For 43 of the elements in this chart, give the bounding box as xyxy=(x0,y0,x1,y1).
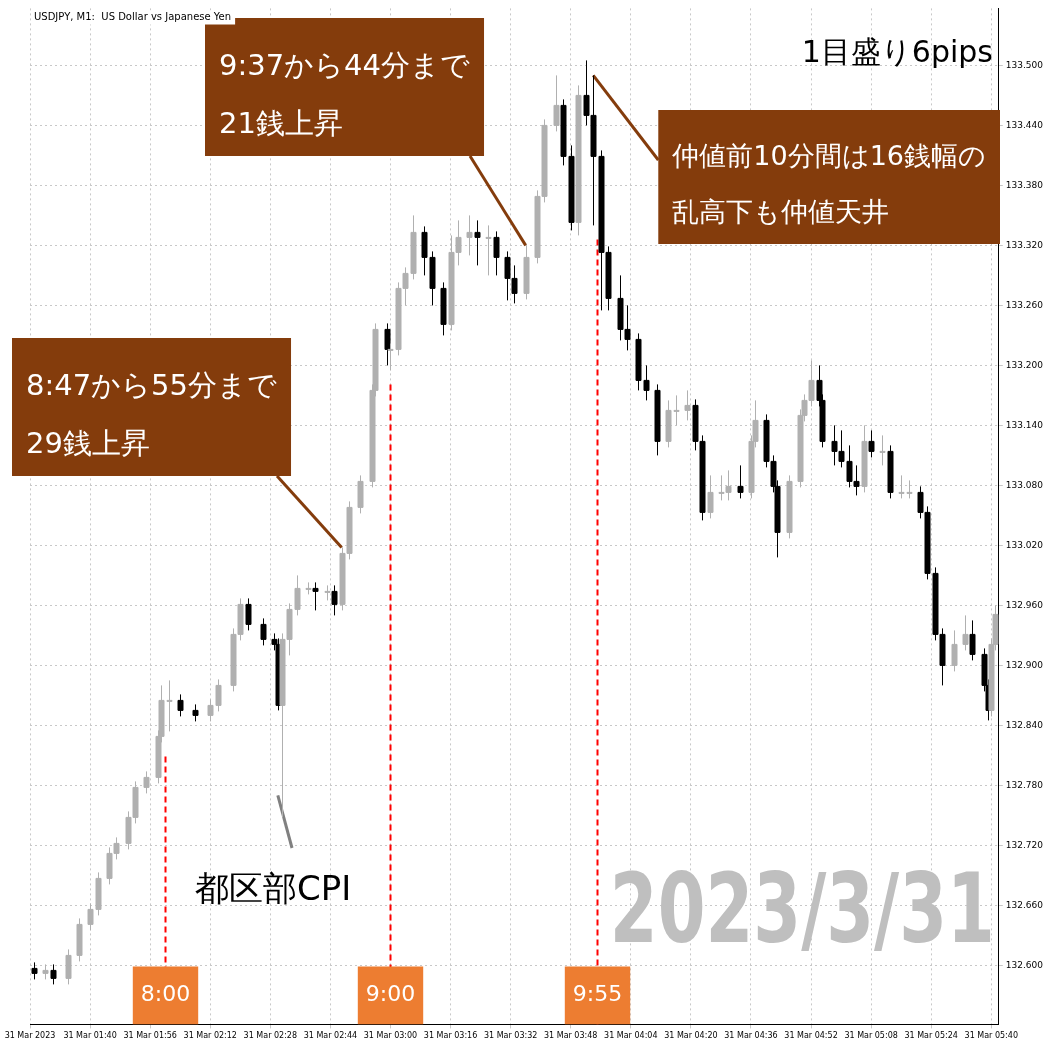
x-tick-label: 31 Mar 05:24 xyxy=(904,1031,958,1041)
x-tick-label: 31 Mar 04:52 xyxy=(784,1031,838,1041)
annotation: 1目盛り6pips xyxy=(801,34,993,69)
x-tick-label: 31 Mar 03:00 xyxy=(363,1031,418,1041)
x-tick-label: 31 Mar 02:44 xyxy=(303,1031,358,1041)
annotation: 9:37から44分まで21銭上昇 xyxy=(219,48,471,140)
y-tick-label: 132.900 xyxy=(1005,659,1044,670)
y-tick-label: 132.960 xyxy=(1005,599,1044,610)
y-tick-label: 133.140 xyxy=(1005,419,1044,430)
chart-title: USDJPY, M1: US Dollar vs Japanese Yen xyxy=(34,10,232,22)
y-tick-label: 133.320 xyxy=(1005,239,1044,250)
x-tick-label: 31 Mar 01:40 xyxy=(63,1031,117,1041)
y-tick-label: 133.380 xyxy=(1005,179,1044,190)
y-tick-label: 132.780 xyxy=(1005,779,1044,790)
y-tick-label: 133.440 xyxy=(1005,119,1044,130)
x-tick-label: 31 Mar 03:32 xyxy=(483,1031,538,1041)
y-tick-label: 133.500 xyxy=(1005,59,1044,70)
x-tick-label: 31 Mar 04:04 xyxy=(604,1031,658,1041)
x-tick-label: 31 Mar 05:40 xyxy=(964,1031,1018,1041)
y-tick-label: 133.080 xyxy=(1005,479,1044,490)
ref-line-label: 8:00 xyxy=(140,981,191,1007)
x-tick-label: 31 Mar 02:12 xyxy=(183,1031,237,1041)
annotation: 8:47から55分まで29銭上昇 xyxy=(26,368,278,460)
x-tick-label: 31 Mar 2023 xyxy=(4,1031,56,1041)
y-tick-label: 133.200 xyxy=(1005,359,1044,370)
annotation: 都区部CPI xyxy=(195,868,352,908)
x-tick-label: 31 Mar 02:28 xyxy=(243,1031,298,1041)
x-tick-label: 31 Mar 04:36 xyxy=(724,1031,778,1041)
y-tick-label: 133.020 xyxy=(1005,539,1044,550)
annotation: 2023/3/31 xyxy=(609,853,995,965)
annotation: 仲値前10分間は16銭幅の乱高下も仲値天井 xyxy=(672,140,987,227)
y-tick-label: 132.660 xyxy=(1005,899,1044,910)
ref-line-label: 9:00 xyxy=(365,981,416,1007)
y-tick-label: 132.720 xyxy=(1005,839,1044,850)
x-tick-label: 31 Mar 03:16 xyxy=(423,1031,478,1041)
x-tick-label: 31 Mar 03:48 xyxy=(544,1031,598,1041)
y-tick-label: 132.840 xyxy=(1005,719,1044,730)
x-tick-label: 31 Mar 01:56 xyxy=(123,1031,177,1041)
x-tick-label: 31 Mar 05:08 xyxy=(844,1031,898,1041)
ref-line-label: 9:55 xyxy=(572,981,623,1007)
x-tick-label: 31 Mar 04:20 xyxy=(664,1031,718,1041)
y-tick-label: 132.600 xyxy=(1005,959,1044,970)
y-tick-label: 133.260 xyxy=(1005,299,1044,310)
